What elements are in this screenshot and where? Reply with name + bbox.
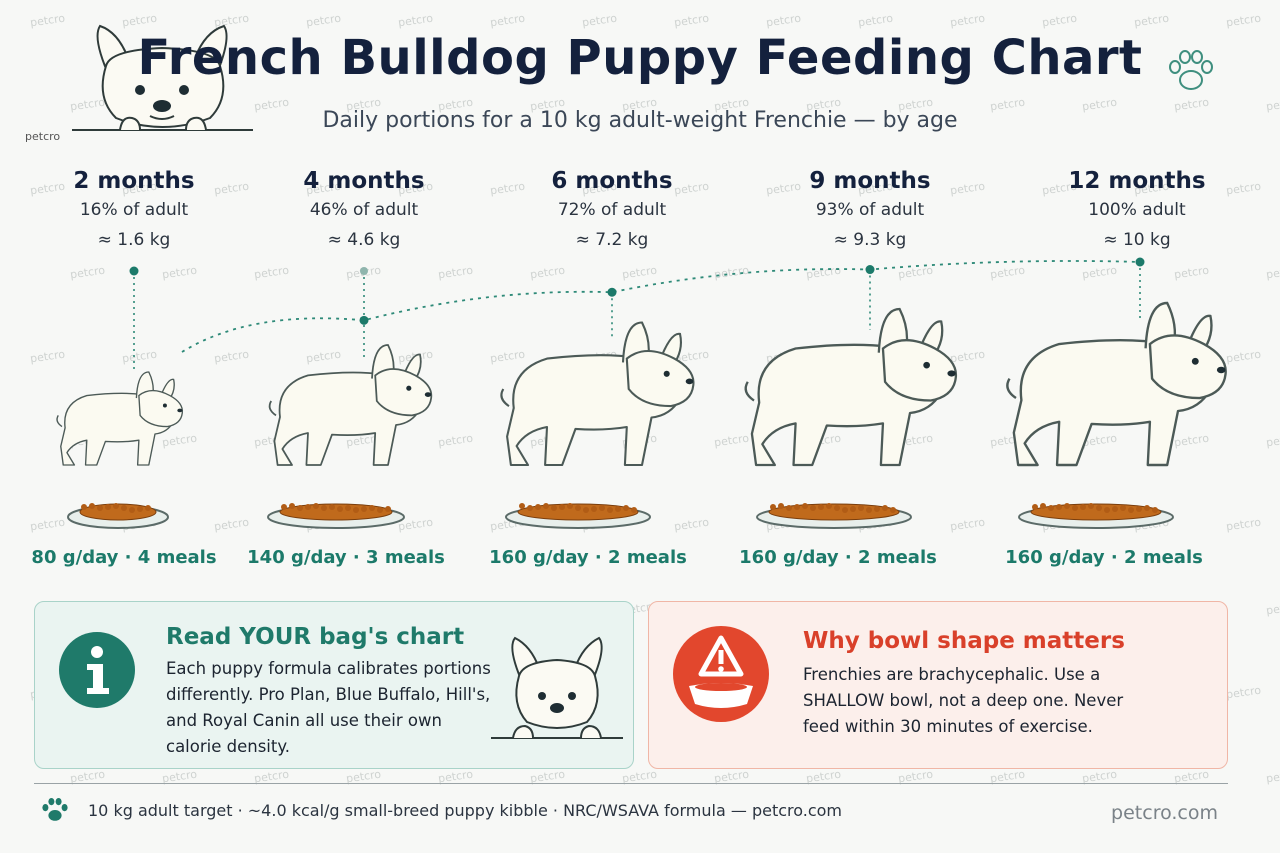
stage-marker <box>360 267 368 275</box>
stage-weight-label: ≈ 9.3 kg <box>833 230 907 250</box>
bulldog-figure <box>744 307 958 467</box>
stage-3: 6 months 72% of adult ≈ 7.2 kg <box>502 168 722 250</box>
data-point <box>359 315 369 325</box>
logo-text: petcro <box>25 130 61 143</box>
stage-age-label: 9 months <box>809 168 931 194</box>
data-point <box>607 287 617 297</box>
portion-label: 140 g/day · 3 meals <box>247 547 445 568</box>
info-icon <box>59 632 135 708</box>
peeking-bulldog-icon <box>491 636 623 739</box>
data-point <box>1135 257 1145 267</box>
stage-age-label: 12 months <box>1068 168 1206 194</box>
page-title: French Bulldog Puppy Feeding Chart <box>137 30 1143 86</box>
food-bowl <box>267 503 405 529</box>
warning-panel-text: Frenchies are brachycephalic. Use a SHAL… <box>803 665 1124 736</box>
warning-bowl-icon <box>673 626 769 722</box>
stage-percent-label: 100% adult <box>1088 200 1186 220</box>
stage-2: 4 months 46% of adult ≈ 4.6 kg <box>254 168 474 250</box>
footer-brand[interactable]: petcro.com <box>1111 802 1218 824</box>
stage-5: 12 months 100% adult ≈ 10 kg <box>1027 168 1247 250</box>
food-bowl <box>1018 503 1174 529</box>
stage-age-label: 6 months <box>551 168 673 194</box>
warning-panel: Why bowl shape matters Frenchies are bra… <box>648 601 1228 769</box>
stage-weight-label: ≈ 7.2 kg <box>575 230 649 250</box>
footer-note: 10 kg adult target · ~4.0 kcal/g small-b… <box>88 801 843 820</box>
footer-paw-icon <box>42 798 68 821</box>
warning-panel-title: Why bowl shape matters <box>803 628 1125 654</box>
food-bowl <box>505 503 651 529</box>
footer-divider <box>34 783 1228 784</box>
portion-label: 160 g/day · 2 meals <box>1005 547 1203 568</box>
info-panel-title: Read YOUR bag's chart <box>166 624 465 650</box>
stage-1: 2 months 16% of adult ≈ 1.6 kg <box>24 168 244 250</box>
bulldog-mascot-icon <box>72 24 253 131</box>
stage-4: 9 months 93% of adult ≈ 9.3 kg <box>760 168 980 250</box>
growth-curve <box>181 260 1141 353</box>
info-panel-text: Each puppy formula calibrates portions d… <box>166 659 491 756</box>
data-point <box>865 265 875 275</box>
portion-label: 80 g/day · 4 meals <box>31 547 217 568</box>
food-bowl <box>67 503 169 529</box>
stage-age-label: 2 months <box>73 168 195 194</box>
stage-percent-label: 93% of adult <box>815 200 925 220</box>
food-bowl <box>756 503 912 529</box>
paw-icon <box>1169 50 1213 90</box>
info-panel: Read YOUR bag's chart Each puppy formula… <box>34 601 634 769</box>
portion-label: 160 g/day · 2 meals <box>489 547 687 568</box>
stage-age-label: 4 months <box>303 168 425 194</box>
page-subtitle: Daily portions for a 10 kg adult-weight … <box>322 108 958 133</box>
stage-percent-label: 46% of adult <box>309 200 419 220</box>
stage-percent-label: 72% of adult <box>557 200 667 220</box>
data-point <box>129 266 139 276</box>
stage-weight-label: ≈ 10 kg <box>1103 230 1171 250</box>
watermark-text: petcro <box>1225 683 1262 702</box>
watermark-text: petcro <box>1265 599 1280 618</box>
watermark-text: petcro <box>1265 767 1280 786</box>
stage-weight-label: ≈ 1.6 kg <box>97 230 171 250</box>
bulldog-figure <box>56 371 184 466</box>
bulldog-figure <box>268 344 433 466</box>
stage-weight-label: ≈ 4.6 kg <box>327 230 401 250</box>
bulldog-figure <box>1006 301 1227 467</box>
stage-percent-label: 16% of adult <box>79 200 189 220</box>
portion-label: 160 g/day · 2 meals <box>739 547 937 568</box>
growth-chart <box>56 257 1227 529</box>
bulldog-figure <box>500 321 695 467</box>
